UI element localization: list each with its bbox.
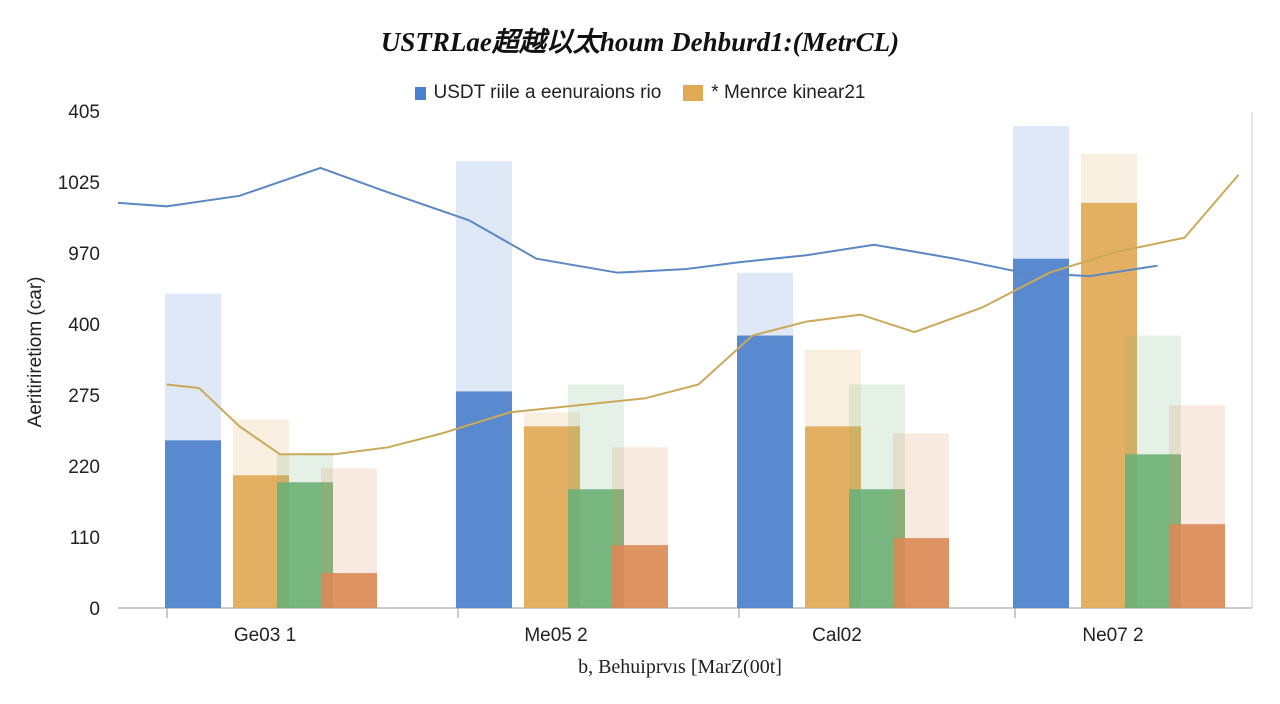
line-series-blue: [117, 166, 1158, 278]
y-tick-label: 400: [68, 315, 100, 336]
line-series-gold: [166, 174, 1240, 456]
legend-label-1: USDT riile a eenuraions rio: [433, 82, 662, 103]
legend-item-1: USDT riile a eenuraions rio: [414, 82, 662, 104]
x-tick-label: Ge03 1: [234, 625, 296, 646]
legend-swatch-blue: [414, 86, 426, 100]
legend-item-2: * Menrce kinear21: [683, 82, 865, 104]
x-tick-label: Cal02: [812, 625, 862, 646]
legend: USDT riile a eenuraions rio * Menrce kin…: [0, 82, 1280, 104]
bar: [1013, 258, 1069, 608]
y-tick-label: 0: [89, 599, 100, 620]
bar: [321, 573, 377, 608]
legend-label-2: * Menrce kinear21: [711, 82, 866, 103]
y-axis-label: Aeritiriretiom (car): [25, 276, 46, 428]
x-axis-label: b, Behuiprvıs [MarZ(00t]: [578, 656, 782, 678]
bar: [1169, 524, 1225, 608]
bar: [456, 391, 512, 608]
bar: [612, 545, 668, 608]
chart-title: USTRLae超越以太houm Dehburd1:(MetrCL): [380, 27, 900, 57]
bar: [165, 440, 221, 608]
y-tick-label: 220: [68, 457, 100, 478]
legend-swatch-orange: [683, 85, 704, 101]
y-tick-label: 110: [70, 528, 100, 549]
y-tick-label: 275: [68, 386, 100, 407]
y-tick-label: 1025: [58, 173, 100, 194]
x-tick-label: Me05 2: [524, 625, 587, 646]
y-tick-label: 970: [68, 244, 100, 265]
x-tick-label: Ne07 2: [1082, 625, 1143, 646]
bar: [893, 538, 949, 608]
bar: [737, 335, 793, 608]
y-tick-label: 405: [68, 102, 100, 123]
